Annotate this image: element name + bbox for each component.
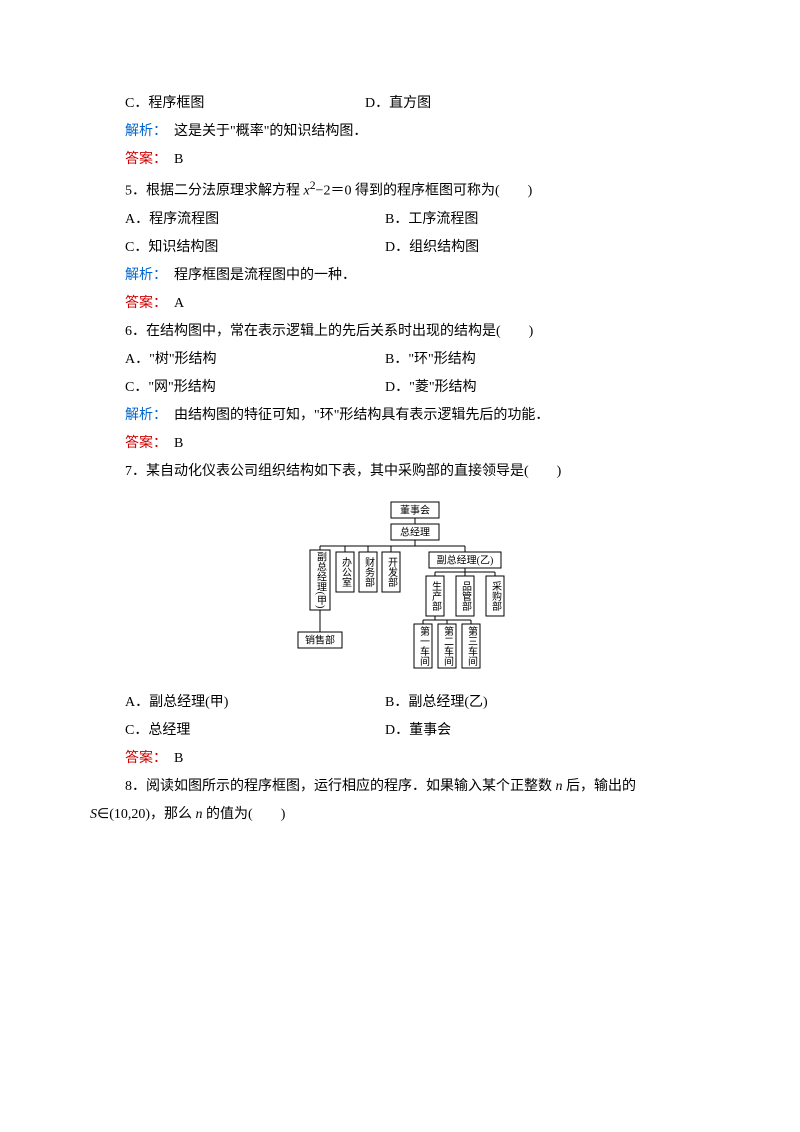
node-purchase: 采购部 — [490, 580, 502, 611]
q6-answer-line: 答案： B — [90, 430, 710, 458]
node-board: 董事会 — [400, 503, 430, 516]
q8-line2b: 的值为( ) — [203, 807, 286, 822]
node-workshop2: 第二车间 — [442, 624, 454, 666]
q7-answer-line: 答案： B — [90, 745, 710, 773]
analysis-label: 解析： — [125, 124, 160, 139]
q7-answer-text: B — [160, 751, 183, 766]
q6-option-c: C．"网"形结构 — [125, 374, 385, 402]
org-chart-svg: 董事会 总经理 副总经理(甲) 办公室 财务部 开发部 副总经理(乙) 生产部 … — [240, 492, 560, 672]
node-workshop3: 第三车间 — [466, 624, 478, 666]
q7-option-a: A．副总经理(甲) — [125, 689, 385, 717]
node-dgm-a: 副总经理(甲) — [315, 551, 327, 608]
q8-stem-line2: S∈(10,20)，那么 n 的值为( ) — [90, 801, 710, 829]
q5-analysis-line: 解析： 程序框图是流程图中的一种． — [90, 262, 710, 290]
q8-line2a: ∈(10,20)，那么 — [97, 807, 196, 822]
node-finance: 财务部 — [363, 555, 375, 587]
q5-option-b: B．工序流程图 — [385, 206, 625, 234]
q6-option-b: B．"环"形结构 — [385, 346, 625, 374]
q8-stem-line1: 8．阅读如图所示的程序框图，运行相应的程序．如果输入某个正整数 n 后，输出的 — [90, 773, 710, 801]
analysis-label: 解析： — [125, 268, 160, 283]
q6-analysis-line: 解析： 由结构图的特征可知，"环"形结构具有表示逻辑先后的功能． — [90, 402, 710, 430]
node-qc: 品管部 — [460, 580, 472, 611]
q8-var-n2: n — [196, 807, 203, 822]
q5-options-ab: A．程序流程图 B．工序流程图 — [90, 206, 710, 234]
q7-stem: 7．某自动化仪表公司组织结构如下表，其中采购部的直接领导是( ) — [90, 458, 710, 486]
q5-option-c: C．知识结构图 — [125, 234, 385, 262]
q5-options-cd: C．知识结构图 D．组织结构图 — [90, 234, 710, 262]
q5-stem-1: 5．根据二分法原理求解方程 — [125, 184, 304, 199]
q6-analysis-text: 由结构图的特征可知，"环"形结构具有表示逻辑先后的功能． — [160, 408, 549, 423]
q4-option-c: C．程序框图 — [125, 90, 365, 118]
q6-stem: 6．在结构图中，常在表示逻辑上的先后关系时出现的结构是( ) — [90, 318, 710, 346]
q7-options-ab: A．副总经理(甲) B．副总经理(乙) — [90, 689, 710, 717]
node-production: 生产部 — [430, 579, 442, 611]
q6-option-a: A．"树"形结构 — [125, 346, 385, 374]
q4-options-cd: C．程序框图 D．直方图 — [90, 90, 710, 118]
node-dgm-b: 副总经理(乙) — [437, 553, 494, 566]
q7-org-chart: 董事会 总经理 副总经理(甲) 办公室 财务部 开发部 副总经理(乙) 生产部 … — [90, 492, 710, 683]
q6-options-ab: A．"树"形结构 B．"环"形结构 — [90, 346, 710, 374]
q7-option-c: C．总经理 — [125, 717, 385, 745]
q8-var-n: n — [556, 779, 563, 794]
q4-answer-text: B — [160, 152, 183, 167]
q4-answer-line: 答案： B — [90, 146, 710, 174]
q5-analysis-text: 程序框图是流程图中的一种． — [160, 268, 356, 283]
q6-option-d: D．"菱"形结构 — [385, 374, 625, 402]
q6-answer-text: B — [160, 436, 183, 451]
q5-answer-text: A — [160, 296, 184, 311]
q5-option-a: A．程序流程图 — [125, 206, 385, 234]
q4-analysis-line: 解析： 这是关于"概率"的知识结构图． — [90, 118, 710, 146]
analysis-label: 解析： — [125, 408, 160, 423]
answer-label: 答案： — [125, 436, 160, 451]
q7-option-b: B．副总经理(乙) — [385, 689, 625, 717]
answer-label: 答案： — [125, 751, 160, 766]
q5-stem: 5．根据二分法原理求解方程 x2−2＝0 得到的程序框图可称为( ) — [90, 174, 710, 206]
node-workshop1: 第一车间 — [418, 624, 430, 666]
node-sales: 销售部 — [305, 633, 335, 646]
node-office: 办公室 — [340, 555, 352, 586]
q8-stem-1: 8．阅读如图所示的程序框图，运行相应的程序．如果输入某个正整数 — [125, 779, 556, 794]
node-gm: 总经理 — [400, 525, 430, 538]
q7-option-d: D．董事会 — [385, 717, 625, 745]
q4-analysis-text: 这是关于"概率"的知识结构图． — [160, 124, 367, 139]
node-dev: 开发部 — [386, 557, 398, 588]
q8-var-s: S — [90, 807, 97, 822]
q5-stem-2: −2＝0 得到的程序框图可称为( ) — [316, 184, 533, 199]
q5-answer-line: 答案： A — [90, 290, 710, 318]
q8-stem-2: 后，输出的 — [563, 779, 637, 794]
q7-options-cd: C．总经理 D．董事会 — [90, 717, 710, 745]
answer-label: 答案： — [125, 296, 160, 311]
q4-option-d: D．直方图 — [365, 90, 605, 118]
q5-option-d: D．组织结构图 — [385, 234, 625, 262]
q6-options-cd: C．"网"形结构 D．"菱"形结构 — [90, 374, 710, 402]
answer-label: 答案： — [125, 152, 160, 167]
